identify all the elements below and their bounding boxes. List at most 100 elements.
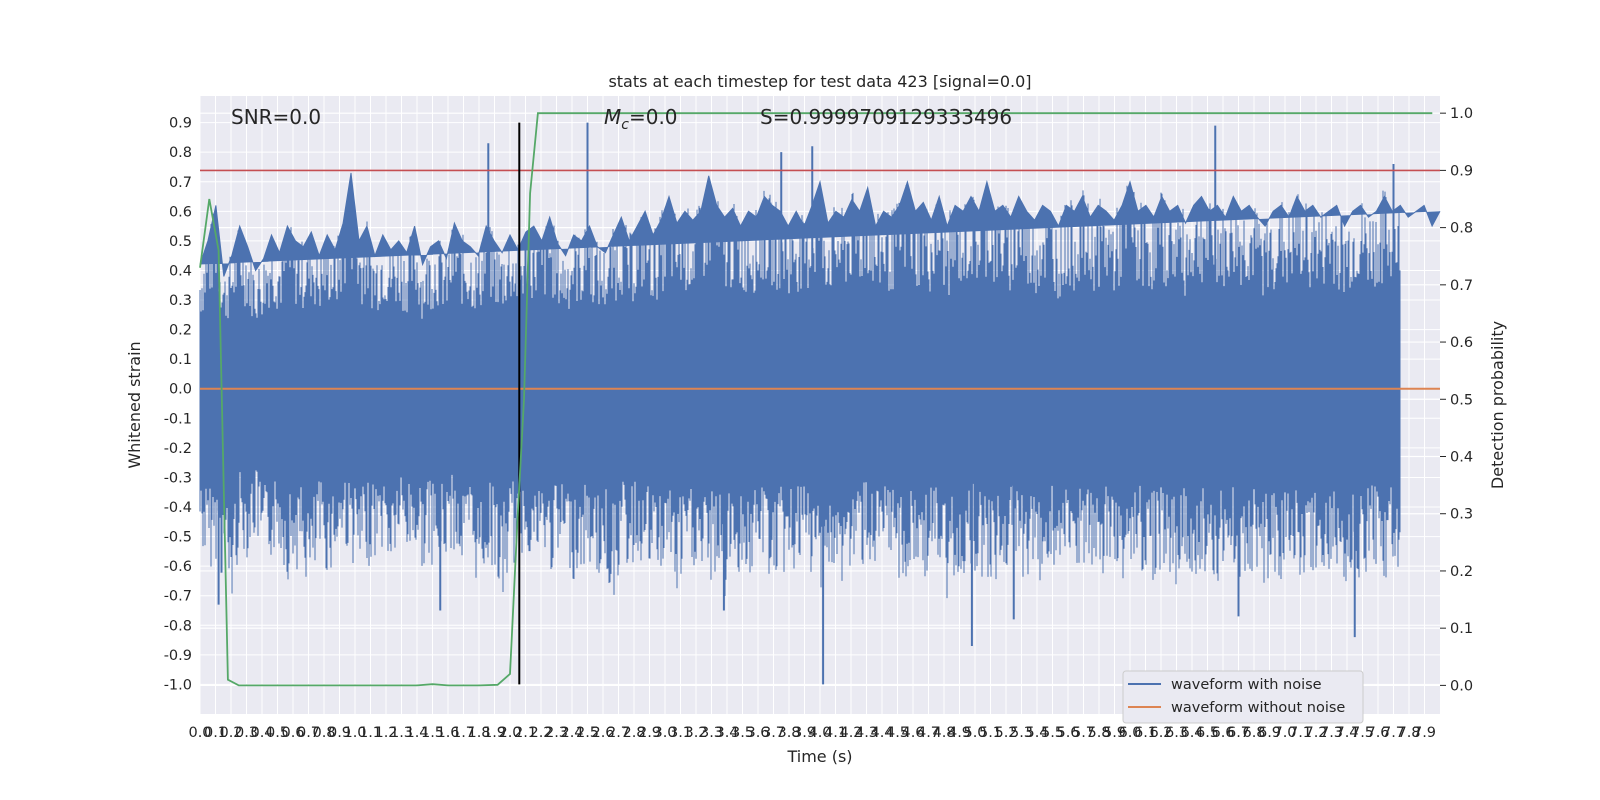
legend-label-noise: waveform with noise [1171, 677, 1322, 693]
y-tick-label: -0.9 [164, 648, 192, 664]
x-tick-label: 1.0 [343, 725, 366, 741]
x-tick-label: 7.8 [1397, 725, 1420, 741]
x-tick-label: 3.8 [777, 725, 800, 741]
x-tick-label: 6.7 [1227, 725, 1250, 741]
y-tick-label: -0.4 [164, 500, 192, 516]
x-tick-label: 3.6 [746, 725, 769, 741]
x-tick-label: 5.3 [1010, 725, 1033, 741]
x-tick-label: 0.0 [188, 725, 211, 741]
x-tick-label: 2.2 [529, 725, 552, 741]
y2-tick-label: 0.7 [1450, 278, 1473, 294]
x-tick-label: 7.7 [1382, 725, 1405, 741]
y2-tick-label: 0.0 [1450, 678, 1473, 694]
x-tick-label: 1.6 [436, 725, 459, 741]
y2-tick-label: 0.5 [1450, 392, 1473, 408]
x-tick-label: 0.5 [266, 725, 289, 741]
y-tick-label: 0.2 [169, 323, 192, 339]
x-tick-label: 5.2 [994, 725, 1017, 741]
y2-tick-label: 0.3 [1450, 507, 1473, 523]
x-tick-label: 2.9 [638, 725, 661, 741]
y2-tick-label: 0.8 [1450, 221, 1473, 237]
x-tick-label: 3.7 [762, 725, 785, 741]
right-axis-ticks: 1.0 0.9 0.8 0.7 0.6 0.5 0.4 0.3 0.2 0.1 0.0 [1440, 106, 1473, 694]
y-tick-label: -0.2 [164, 441, 192, 457]
x-tick-label: 0.6 [281, 725, 304, 741]
x-tick-label: 5.6 [1056, 725, 1079, 741]
y2-axis-label: Detection probability [1488, 321, 1507, 489]
x-tick-label: 3.1 [669, 725, 692, 741]
y2-tick-label: 0.6 [1450, 335, 1473, 351]
x-tick-label: 2.3 [545, 725, 568, 741]
x-tick-label: 4.1 [824, 725, 847, 741]
legend-box [1122, 670, 1364, 724]
x-tick-label: 4.0 [808, 725, 831, 741]
x-tick-label: 7.4 [1335, 725, 1358, 741]
x-tick-label: 1.4 [405, 725, 428, 741]
chart-title: stats at each timestep for test data 423… [608, 72, 1031, 91]
y-tick-label: -0.7 [164, 589, 192, 605]
x-axis-label: Time (s) [786, 747, 852, 766]
x-tick-label: 6.9 [1258, 725, 1281, 741]
x-tick-label: 5.9 [1103, 725, 1126, 741]
waveform-with-noise-series [199, 172, 1441, 599]
x-tick-label: 0.7 [297, 725, 320, 741]
y-tick-label: 0.5 [169, 234, 192, 250]
legend: waveform with noise waveform without noi… [1122, 670, 1364, 724]
y-tick-label: 0.9 [169, 116, 192, 132]
x-tick-label: 4.4 [870, 725, 893, 741]
x-tick-label: 6.2 [1149, 725, 1172, 741]
y-tick-label: 0.1 [169, 352, 192, 368]
x-tick-label: 7.0 [1273, 725, 1296, 741]
mc-annotation: Mc=0.0 [604, 105, 678, 133]
x-tick-label: 4.5 [886, 725, 909, 741]
y-tick-label: -1.0 [164, 677, 192, 693]
x-tick-label: 5.4 [1025, 725, 1048, 741]
x-tick-label: 7.6 [1366, 725, 1389, 741]
y-tick-label: 0.6 [169, 204, 192, 220]
x-tick-label: 0.2 [219, 725, 242, 741]
snr-annotation: SNR=0.0 [231, 105, 321, 129]
y-tick-label: -0.6 [164, 559, 192, 575]
x-tick-label: 3.3 [700, 725, 723, 741]
x-axis-ticks: 0.00.10.20.30.40.50.60.70.80.91.01.11.21… [188, 725, 1436, 741]
waveform-envelope [199, 172, 1441, 277]
x-tick-label: 0.9 [328, 725, 351, 741]
x-tick-label: 0.4 [250, 725, 273, 741]
y2-tick-label: 0.1 [1450, 621, 1473, 637]
y2-tick-label: 0.2 [1450, 564, 1473, 580]
x-tick-label: 1.9 [483, 725, 506, 741]
x-tick-label: 2.6 [591, 725, 614, 741]
x-tick-label: 2.1 [514, 725, 537, 741]
y-tick-label: 0.3 [169, 293, 192, 309]
x-tick-label: 4.7 [917, 725, 940, 741]
left-axis-ticks: 0.9 0.8 0.7 0.6 0.5 0.4 0.3 0.2 0.1 0.0 -0.1 -0.2 -0… [164, 116, 192, 694]
x-tick-label: 4.3 [855, 725, 878, 741]
y-tick-label: -0.8 [164, 618, 192, 634]
y-tick-label: 0.7 [169, 175, 192, 191]
x-tick-label: 2.4 [560, 725, 583, 741]
x-tick-label: 7.1 [1289, 725, 1312, 741]
y-tick-label: -0.3 [164, 470, 192, 486]
x-tick-label: 1.2 [374, 725, 397, 741]
x-tick-label: 6.0 [1118, 725, 1141, 741]
x-tick-label: 1.1 [359, 725, 382, 741]
x-tick-label: 2.5 [576, 725, 599, 741]
y2-tick-label: 0.4 [1450, 450, 1473, 466]
x-tick-label: 6.1 [1134, 725, 1157, 741]
y-tick-label: -0.5 [164, 530, 192, 546]
s-annotation: S=0.9999709129333496 [760, 105, 1012, 129]
waveform-spikes [217, 122, 1395, 685]
x-tick-label: 7.3 [1320, 725, 1343, 741]
y-tick-label: -0.1 [164, 411, 192, 427]
x-tick-label: 0.1 [204, 725, 227, 741]
x-tick-label: 5.1 [979, 725, 1002, 741]
x-tick-label: 5.7 [1072, 725, 1095, 741]
x-tick-label: 6.3 [1165, 725, 1188, 741]
x-tick-label: 5.8 [1087, 725, 1110, 741]
x-tick-label: 5.5 [1041, 725, 1064, 741]
x-tick-label: 4.6 [901, 725, 924, 741]
x-tick-label: 3.4 [715, 725, 738, 741]
x-tick-label: 6.6 [1211, 725, 1234, 741]
x-tick-label: 3.9 [793, 725, 816, 741]
